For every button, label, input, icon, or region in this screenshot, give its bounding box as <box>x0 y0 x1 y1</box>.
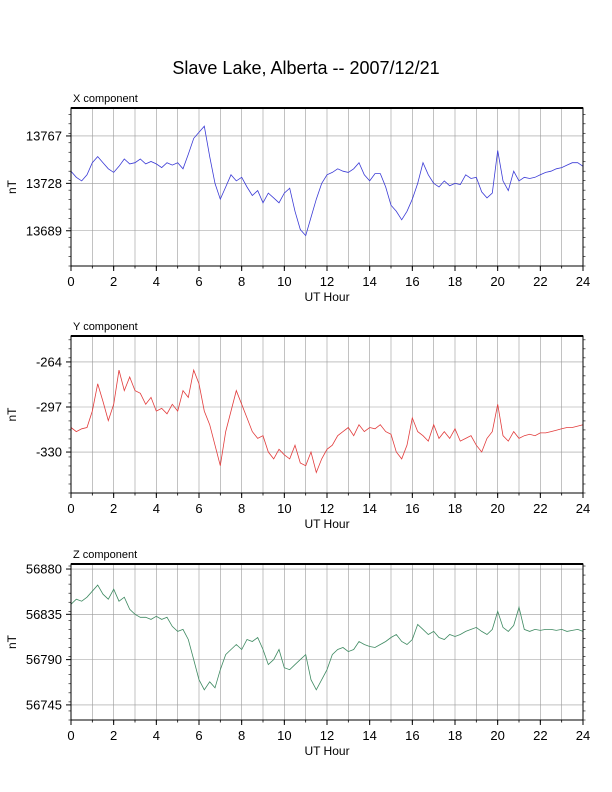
y-tick-label: 56790 <box>26 652 62 667</box>
y-tick-label: 13689 <box>26 223 62 238</box>
x-tick-label: 6 <box>195 274 202 289</box>
y-tick-label: -297 <box>36 399 62 414</box>
x-tick-label: 2 <box>110 274 117 289</box>
y-axis-title: nT <box>5 179 19 194</box>
x-axis-title: UT Hour <box>304 517 349 531</box>
y-tick-label: 56880 <box>26 562 62 577</box>
x-tick-label: 22 <box>533 728 547 743</box>
x-tick-label: 0 <box>67 728 74 743</box>
x-tick-label: 2 <box>110 728 117 743</box>
x-tick-label: 12 <box>320 728 334 743</box>
x-tick-label: 0 <box>67 274 74 289</box>
x-tick-label: 16 <box>405 501 419 516</box>
y-tick-label: -264 <box>36 354 62 369</box>
x-tick-label: 12 <box>320 501 334 516</box>
x-tick-label: 10 <box>277 501 291 516</box>
x-tick-label: 24 <box>576 274 590 289</box>
series-line-x <box>70 125 584 237</box>
y-axis-title: nT <box>5 634 19 649</box>
y-tick-label: 56835 <box>26 607 62 622</box>
x-axis-title: UT Hour <box>304 744 349 758</box>
x-tick-label: 18 <box>448 501 462 516</box>
x-tick-label: 22 <box>533 274 547 289</box>
x-tick-label: 20 <box>490 274 504 289</box>
panel-title: Y component <box>73 321 138 333</box>
y-tick-label: 56745 <box>26 697 62 712</box>
x-tick-label: 6 <box>195 501 202 516</box>
y-tick-label: 13728 <box>26 176 62 191</box>
x-tick-label: 24 <box>576 501 590 516</box>
x-tick-label: 14 <box>362 501 376 516</box>
x-tick-label: 20 <box>490 728 504 743</box>
x-tick-label: 6 <box>195 728 202 743</box>
x-tick-label: 0 <box>67 501 74 516</box>
x-tick-label: 20 <box>490 501 504 516</box>
x-tick-label: 2 <box>110 501 117 516</box>
x-tick-label: 4 <box>153 274 160 289</box>
x-tick-label: 10 <box>277 728 291 743</box>
x-tick-label: 14 <box>362 274 376 289</box>
x-tick-label: 8 <box>238 501 245 516</box>
x-tick-label: 4 <box>153 728 160 743</box>
x-axis-title: UT Hour <box>304 290 349 304</box>
x-tick-label: 18 <box>448 728 462 743</box>
x-tick-label: 16 <box>405 274 419 289</box>
series-line-y <box>70 368 584 474</box>
y-tick-label: -330 <box>36 445 62 460</box>
x-tick-label: 16 <box>405 728 419 743</box>
x-tick-label: 10 <box>277 274 291 289</box>
y-tick-label: 13767 <box>26 128 62 143</box>
panel-title: X component <box>73 93 138 105</box>
figure-title: Slave Lake, Alberta -- 2007/12/21 <box>172 58 440 78</box>
x-tick-label: 18 <box>448 274 462 289</box>
y-axis-title: nT <box>5 407 19 422</box>
x-tick-label: 14 <box>362 728 376 743</box>
x-tick-label: 22 <box>533 501 547 516</box>
x-tick-label: 24 <box>576 728 590 743</box>
x-tick-label: 12 <box>320 274 334 289</box>
series-line-z <box>70 584 584 691</box>
x-tick-label: 8 <box>238 728 245 743</box>
x-tick-label: 4 <box>153 501 160 516</box>
panel-3: 0 2 4 6 8 10 12 14 16 18 20 22 245688056835567905674… <box>5 549 590 758</box>
panel-title: Z component <box>73 549 137 561</box>
x-tick-label: 8 <box>238 274 245 289</box>
